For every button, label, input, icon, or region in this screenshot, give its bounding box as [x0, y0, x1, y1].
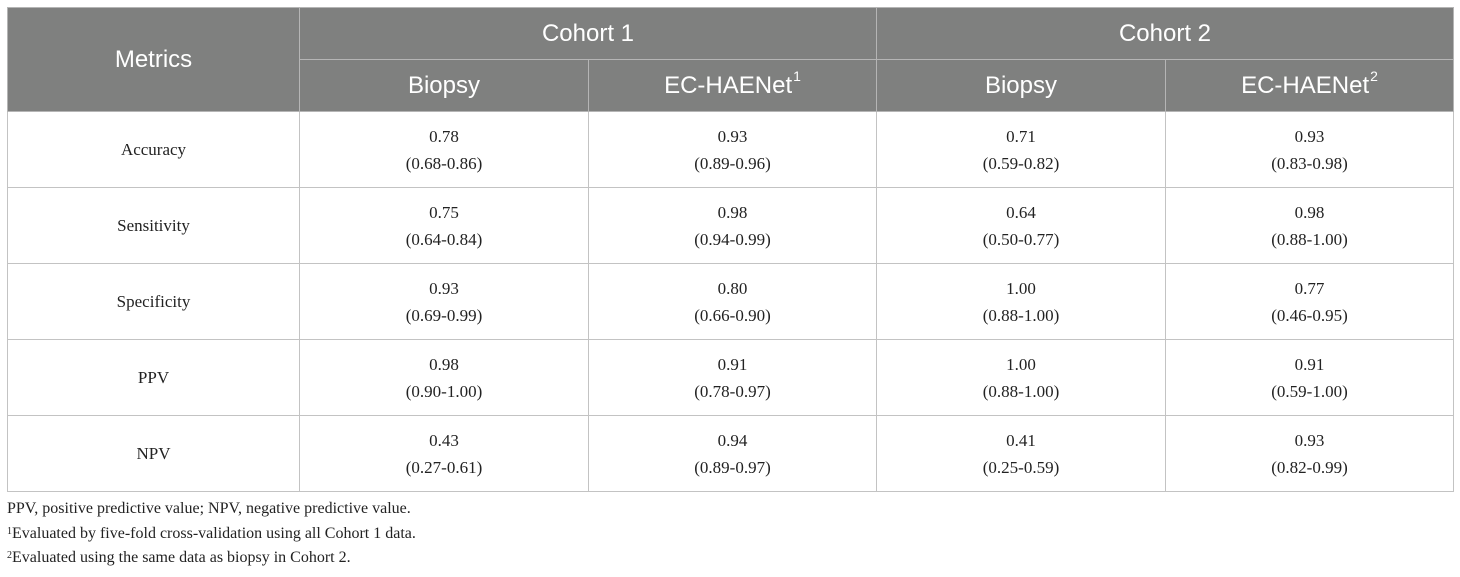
- metric-value: 0.93: [1294, 126, 1325, 146]
- value-cell: 0.71 (0.59-0.82): [876, 111, 1166, 188]
- cohort1-header: Cohort 1: [299, 7, 877, 60]
- table-row: Accuracy 0.78 (0.68-0.86) 0.93 (0.89-0.96) 0.…: [7, 111, 1454, 188]
- value-cell: 0.80 (0.66-0.90): [588, 263, 877, 340]
- value-cell: 0.75 (0.64-0.84): [299, 187, 589, 264]
- value-cell: 0.93 (0.82-0.99): [1165, 415, 1454, 492]
- footnote-1-text: Evaluated by five-fold cross-validation …: [12, 524, 416, 542]
- footnote-marker: 1: [793, 67, 801, 84]
- confidence-interval: (0.68-0.86): [405, 153, 483, 173]
- confidence-interval: (0.25-0.59): [982, 457, 1060, 477]
- table-row: NPV 0.43 (0.27-0.61) 0.94 (0.89-0.97) 0.41 (0.…: [7, 415, 1454, 492]
- confidence-interval: (0.88-1.00): [982, 381, 1060, 401]
- footnote-2-text: Evaluated using the same data as biopsy …: [12, 549, 351, 566]
- metric-value: 0.98: [717, 202, 748, 222]
- metric-name-cell: Specificity: [7, 263, 300, 340]
- metric-value: 0.98: [1294, 202, 1325, 222]
- footnote-2: 2Evaluated using the same data as biopsy…: [7, 546, 416, 571]
- subheader-label: Biopsy: [984, 71, 1058, 99]
- confidence-interval: (0.66-0.90): [694, 305, 771, 325]
- value-cell: 0.77 (0.46-0.95): [1165, 263, 1454, 340]
- metric-value: 0.94: [717, 430, 748, 450]
- confidence-interval: (0.27-0.61): [405, 457, 483, 477]
- metric-value: 0.64: [1006, 202, 1036, 222]
- footnote-2-mark: 2: [7, 550, 12, 561]
- metric-value: 0.93: [1294, 430, 1325, 450]
- metric-name-cell: Sensitivity: [7, 187, 300, 264]
- subheader-label: Biopsy: [407, 71, 481, 99]
- metric-value: 1.00: [1006, 354, 1036, 374]
- metrics-header: Metrics: [7, 7, 300, 112]
- value-cell: 1.00 (0.88-1.00): [876, 339, 1166, 416]
- footnote-marker: 2: [1370, 67, 1378, 84]
- table-row: PPV 0.98 (0.90-1.00) 0.91 (0.78-0.97) 1.00 (0.…: [7, 339, 1454, 416]
- metric-value: 0.43: [429, 430, 459, 450]
- confidence-interval: (0.46-0.95): [1271, 305, 1348, 325]
- metric-value: 0.75: [429, 202, 459, 222]
- metric-value: 0.77: [1294, 278, 1325, 298]
- table-row: Specificity 0.93 (0.69-0.99) 0.80 (0.66-0.90…: [7, 263, 1454, 340]
- subheader-cohort1-ec-haenet: EC-HAENet1: [588, 59, 877, 112]
- metric-value: 0.71: [1006, 126, 1036, 146]
- value-cell: 0.98 (0.88-1.00): [1165, 187, 1454, 264]
- metric-value: 0.93: [429, 278, 459, 298]
- metric-name-cell: Accuracy: [7, 111, 300, 188]
- metric-name-cell: NPV: [7, 415, 300, 492]
- metric-value: 0.80: [717, 278, 748, 298]
- confidence-interval: (0.88-1.00): [1271, 229, 1348, 249]
- subheader-label: EC-HAENet: [664, 71, 793, 99]
- value-cell: 0.98 (0.90-1.00): [299, 339, 589, 416]
- confidence-interval: (0.64-0.84): [405, 229, 483, 249]
- subheader-cohort1-biopsy: Biopsy: [299, 59, 589, 112]
- metric-value: 1.00: [1006, 278, 1036, 298]
- confidence-interval: (0.59-1.00): [1271, 381, 1348, 401]
- subheader-cohort2-ec-haenet: EC-HAENet2: [1165, 59, 1454, 112]
- metric-value: 0.91: [717, 354, 748, 374]
- value-cell: 0.93 (0.89-0.96): [588, 111, 877, 188]
- confidence-interval: (0.90-1.00): [405, 381, 483, 401]
- confidence-interval: (0.89-0.97): [694, 457, 771, 477]
- subheader-cohort2-biopsy: Biopsy: [876, 59, 1166, 112]
- metric-name-cell: PPV: [7, 339, 300, 416]
- confidence-interval: (0.78-0.97): [694, 381, 771, 401]
- value-cell: 1.00 (0.88-1.00): [876, 263, 1166, 340]
- value-cell: 0.91 (0.59-1.00): [1165, 339, 1454, 416]
- confidence-interval: (0.69-0.99): [405, 305, 483, 325]
- confidence-interval: (0.50-0.77): [982, 229, 1060, 249]
- metric-value: 0.41: [1006, 430, 1036, 450]
- confidence-interval: (0.94-0.99): [694, 229, 771, 249]
- value-cell: 0.78 (0.68-0.86): [299, 111, 589, 188]
- value-cell: 0.98 (0.94-0.99): [588, 187, 877, 264]
- confidence-interval: (0.59-0.82): [982, 153, 1060, 173]
- value-cell: 0.94 (0.89-0.97): [588, 415, 877, 492]
- value-cell: 0.41 (0.25-0.59): [876, 415, 1166, 492]
- metric-value: 0.78: [429, 126, 459, 146]
- value-cell: 0.43 (0.27-0.61): [299, 415, 589, 492]
- results-table-container: Metrics Cohort 1 Cohort 2 Biopsy EC-HAENe…: [7, 7, 1454, 492]
- abbreviations-note: PPV, positive predictive value; NPV, neg…: [7, 500, 411, 517]
- metrics-table: Metrics Cohort 1 Cohort 2 Biopsy EC-HAENe…: [7, 7, 1454, 492]
- value-cell: 0.93 (0.69-0.99): [299, 263, 589, 340]
- footnote-1: 1Evaluated by five-fold cross-validation…: [7, 522, 416, 547]
- value-cell: 0.93 (0.83-0.98): [1165, 111, 1454, 188]
- metric-value: 0.93: [717, 126, 748, 146]
- value-cell: 0.64 (0.50-0.77): [876, 187, 1166, 264]
- table-row: Sensitivity 0.75 (0.64-0.84) 0.98 (0.94-0.99…: [7, 187, 1454, 264]
- value-cell: 0.91 (0.78-0.97): [588, 339, 877, 416]
- cohort2-header: Cohort 2: [876, 7, 1454, 60]
- confidence-interval: (0.82-0.99): [1271, 457, 1348, 477]
- confidence-interval: (0.89-0.96): [694, 153, 771, 173]
- confidence-interval: (0.83-0.98): [1271, 153, 1348, 173]
- subheader-label: EC-HAENet: [1241, 71, 1370, 99]
- footnote-1-mark: 1: [7, 525, 12, 537]
- metric-value: 0.91: [1294, 354, 1325, 374]
- table-footnotes: PPV, positive predictive value; NPV, neg…: [7, 497, 416, 571]
- metric-value: 0.98: [429, 354, 459, 374]
- confidence-interval: (0.88-1.00): [982, 305, 1060, 325]
